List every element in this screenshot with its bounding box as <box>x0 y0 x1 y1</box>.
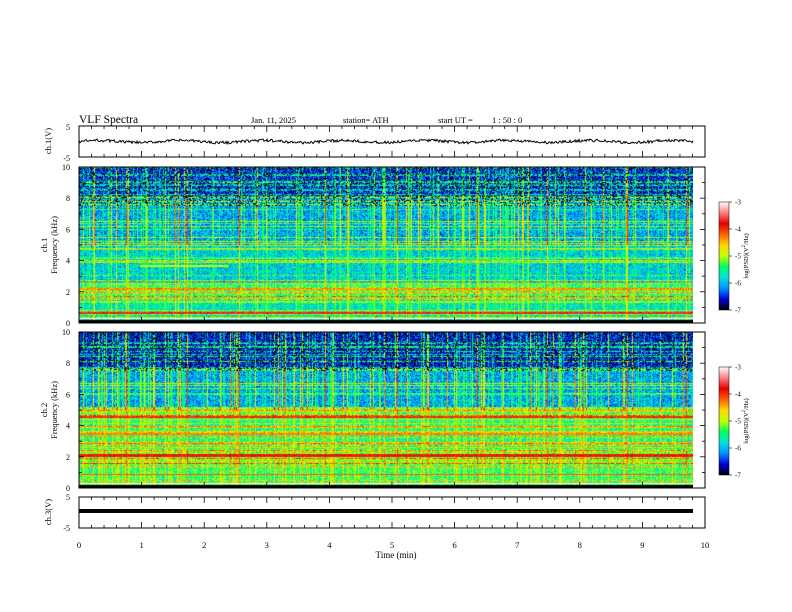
ch1-spectrogram-ylabel-line1: ch.1 <box>39 238 49 252</box>
colorbar-tick-label: -7 <box>735 307 741 315</box>
x-tick-label: 10 <box>701 540 710 550</box>
colorbar-tick-label: -3 <box>735 364 741 372</box>
colorbar-tick-label: -5 <box>735 418 741 426</box>
frequency-tick-label: 8 <box>66 359 70 368</box>
x-tick-label: 0 <box>77 540 81 550</box>
frequency-tick-label: 2 <box>66 288 70 297</box>
x-tick-label: 3 <box>265 540 269 550</box>
frequency-tick-label: 6 <box>66 225 70 234</box>
x-tick-label: 1 <box>139 540 143 550</box>
x-tick-label: 5 <box>390 540 394 550</box>
frequency-tick-label: 0 <box>66 484 70 493</box>
ch1-panel-ticks <box>78 126 706 157</box>
frequency-tick-label: 4 <box>66 422 70 431</box>
ch1-spectrogram-ylabel-line2: Frequency (kHz) <box>49 216 59 274</box>
ch1-frequency-tick-labels: 0 2 4 6 8 10 <box>62 163 70 328</box>
header-station: station= ATH <box>343 115 389 125</box>
ch2-colorbar-label: log(PSD)(V2/Hz) <box>742 398 750 443</box>
ch1-spectrogram-image <box>79 167 693 323</box>
colorbar-tick-label: -4 <box>735 391 741 399</box>
frequency-tick-label: 6 <box>66 390 70 399</box>
ch2-spectrogram-ticks <box>78 331 706 489</box>
ch3-waveform-trace <box>79 509 693 513</box>
x-tick-label: 8 <box>578 540 582 550</box>
colorbar-tick-label: -6 <box>735 280 741 288</box>
ch1-spectrogram-ticks <box>78 166 706 324</box>
frequency-tick-label: 0 <box>66 319 70 328</box>
ch1-ytick-top: 5 <box>66 123 70 132</box>
colorbar-tick-label: -7 <box>735 472 741 480</box>
frequency-tick-label: 10 <box>62 163 70 172</box>
figure-title: VLF Spectra <box>79 114 138 126</box>
colorbar-tick-label: -4 <box>735 226 741 234</box>
x-tick-label: 9 <box>640 540 644 550</box>
ch2-colorbar-ticks: -3 -4 -5 -6 -7 <box>729 364 741 480</box>
ch1-waveform-line <box>78 138 694 146</box>
ch3-panel-ticks <box>78 497 706 528</box>
time-axis-tick-labels: 0 1 2 3 4 5 6 7 8 9 10 <box>77 540 709 550</box>
ch2-colorbar <box>718 366 730 476</box>
frequency-tick-label: 10 <box>62 328 70 337</box>
x-tick-label: 6 <box>452 540 456 550</box>
ch3-ytick-bottom: -5 <box>63 524 70 533</box>
ch2-spectrogram-image <box>79 332 693 488</box>
ch3-waveform-panel: 5 -5 ch.3(V) <box>43 493 706 533</box>
x-axis-label: Time (min) <box>376 550 417 560</box>
colorbar-tick-label: -6 <box>735 445 741 453</box>
ch3-ylabel: ch.3(V) <box>43 499 53 525</box>
ch1-colorbar-ticks: -3 -4 -5 -6 -7 <box>729 199 741 315</box>
header-start-time: 1 : 50 : 0 <box>492 115 522 125</box>
ch2-frequency-tick-labels: 0 2 4 6 8 10 <box>62 328 70 493</box>
ch1-waveform-panel: 5 -5 ch.1(V) <box>43 123 706 163</box>
ch1-colorbar-label: log(PSD)(V2/Hz) <box>742 233 750 278</box>
x-tick-label: 7 <box>515 540 519 550</box>
header-start-label: start UT = <box>438 115 473 125</box>
colorbar-tick-label: -3 <box>735 199 741 207</box>
frequency-tick-label: 2 <box>66 453 70 462</box>
ch3-ytick-top: 5 <box>66 493 70 502</box>
ch1-ytick-bottom: -5 <box>63 154 70 163</box>
frequency-tick-label: 8 <box>66 194 70 203</box>
ch1-ylabel: ch.1(V) <box>43 128 53 154</box>
ch2-spectrogram-ylabel-line1: ch.2 <box>39 403 49 417</box>
frequency-tick-label: 4 <box>66 257 70 266</box>
header-date: Jan. 11, 2025 <box>251 115 296 125</box>
ch1-colorbar <box>718 201 730 311</box>
x-tick-label: 4 <box>327 540 332 550</box>
ch2-spectrogram-ylabel-line2: Frequency (kHz) <box>49 381 59 439</box>
colorbar-tick-label: -5 <box>735 253 741 261</box>
x-tick-label: 2 <box>202 540 206 550</box>
